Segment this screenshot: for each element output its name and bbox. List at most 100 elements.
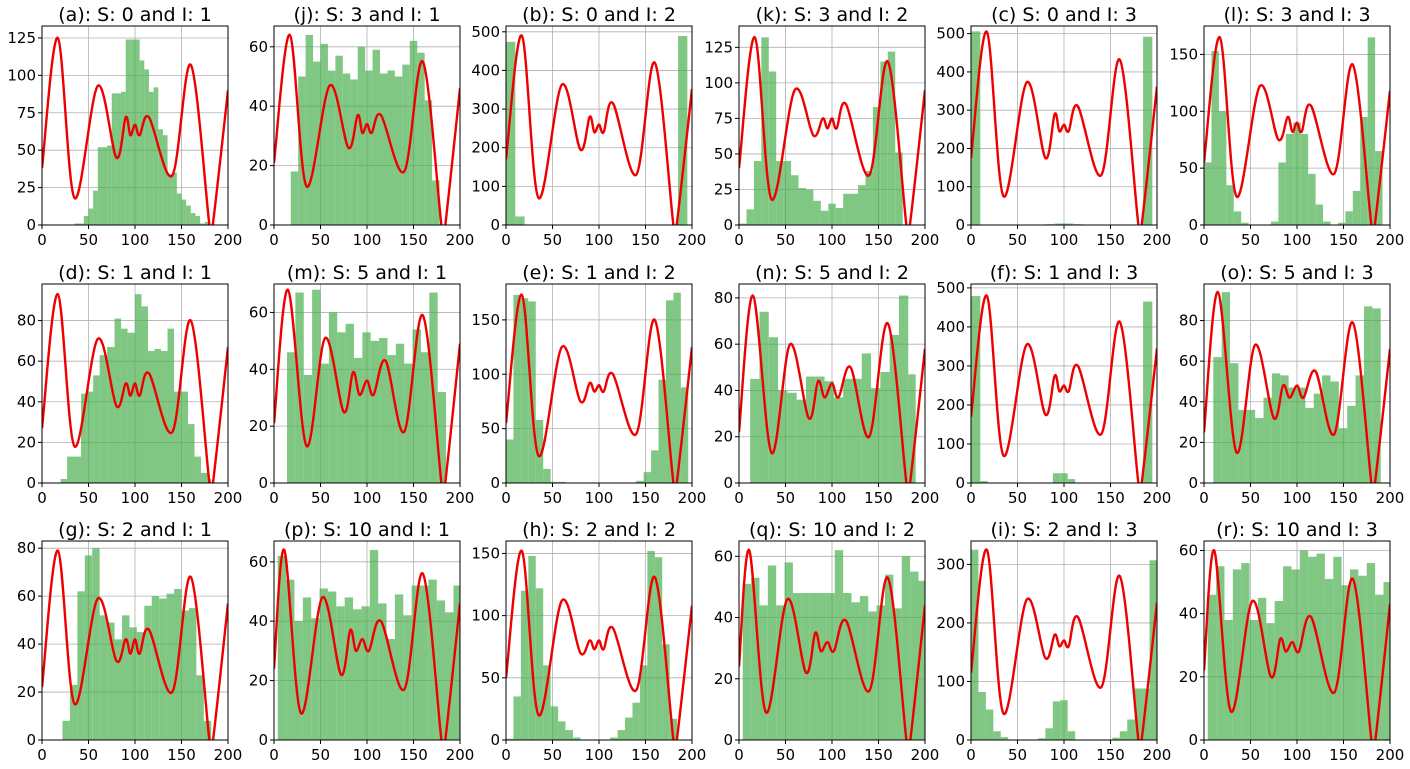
histogram-bar xyxy=(1233,211,1242,225)
histogram-bar xyxy=(1355,375,1364,483)
histogram-bar xyxy=(136,632,145,740)
histogram-bar xyxy=(420,585,429,740)
histogram-bar xyxy=(796,399,806,483)
histogram-bar xyxy=(361,606,370,740)
histogram-bar xyxy=(97,147,103,225)
histogram-bar xyxy=(1333,556,1342,740)
y-tick-label: 0 xyxy=(490,731,500,749)
histogram-bar xyxy=(678,36,688,225)
histogram-bar xyxy=(865,170,873,225)
histogram-bar xyxy=(850,193,859,225)
chart-panel: 0 50 100 150 200 0 50 100 150 (h): S: 2 and I: 2 xyxy=(471,519,706,764)
x-tick-label: 100 xyxy=(1283,231,1312,249)
histogram-bar xyxy=(148,351,155,483)
histogram-bar xyxy=(815,376,825,483)
panel-title: (e): S: 1 and I: 2 xyxy=(522,262,676,284)
histogram-bar xyxy=(778,390,788,483)
histogram-bar xyxy=(320,363,329,483)
x-tick-label: 200 xyxy=(1376,746,1405,764)
y-tick-label: 20 xyxy=(249,672,268,690)
histogram-bar xyxy=(158,129,163,225)
x-tick-label: 200 xyxy=(1376,231,1405,249)
histogram-bar xyxy=(1274,601,1284,740)
histogram-bar xyxy=(353,357,363,483)
histogram-bar xyxy=(852,378,862,483)
chart-panel: 0 50 100 150 200 0 20 40 60 (q): S: 10 and I: 2 xyxy=(714,519,939,764)
histogram-bar xyxy=(154,348,162,483)
y-tick-label: 0 xyxy=(955,216,965,234)
histogram-bar xyxy=(1216,566,1225,740)
x-tick-label: 150 xyxy=(399,489,428,507)
histogram-bar xyxy=(1360,116,1368,225)
histogram-bar xyxy=(658,379,666,483)
histogram-bar xyxy=(102,147,108,225)
chart-panel: 0 50 100 150 200 0 20 40 60 (r): S: 10 and I: 3 xyxy=(1179,519,1404,764)
histogram-bar xyxy=(378,603,387,740)
histogram-bar xyxy=(1064,223,1074,225)
histogram-bar xyxy=(287,352,296,483)
histogram-bar xyxy=(186,205,191,225)
histogram-bar xyxy=(67,456,75,483)
x-tick-label: 0 xyxy=(966,489,976,507)
panel-title: (f): S: 1 and I: 3 xyxy=(990,262,1139,284)
y-tick-label: 500 xyxy=(936,25,965,43)
y-tick-label: 60 xyxy=(714,547,733,565)
x-tick-label: 50 xyxy=(311,489,330,507)
y-tick-label: 125 xyxy=(704,38,733,56)
y-tick-label: 50 xyxy=(714,145,733,163)
y-tick-label: 40 xyxy=(249,97,268,115)
x-tick-label: 0 xyxy=(269,746,279,764)
histogram-bar xyxy=(805,376,816,483)
histogram-bar xyxy=(181,199,187,225)
x-tick-label: 150 xyxy=(167,746,196,764)
histogram-bar xyxy=(673,292,681,483)
histogram-bar xyxy=(1249,619,1258,740)
y-tick-label: 200 xyxy=(936,614,965,632)
histogram-bar xyxy=(746,209,754,225)
y-tick-label: 300 xyxy=(471,100,500,118)
histogram-bar xyxy=(558,481,566,483)
histogram-bar xyxy=(809,593,819,740)
x-tick-label: 0 xyxy=(501,746,511,764)
x-tick-label: 150 xyxy=(1096,746,1125,764)
y-tick-label: 20 xyxy=(714,670,733,688)
histogram-bar xyxy=(1341,585,1351,740)
histogram-bar xyxy=(345,323,354,483)
histogram-bar xyxy=(129,627,137,740)
x-tick-label: 150 xyxy=(1329,489,1358,507)
histogram-bar xyxy=(114,318,122,483)
histogram-bar xyxy=(380,73,388,225)
histogram-bar xyxy=(787,392,797,483)
histogram-bar xyxy=(144,605,152,740)
histogram-bars xyxy=(750,295,916,483)
x-tick-label: 200 xyxy=(911,746,940,764)
histogram-bar xyxy=(739,223,747,225)
histogram-bar xyxy=(1230,363,1239,483)
y-tick-label: 150 xyxy=(1169,45,1198,63)
histogram-bar xyxy=(791,175,799,225)
density-curve xyxy=(971,294,1157,483)
histogram-bar xyxy=(971,31,981,225)
density-curve xyxy=(1204,549,1390,740)
histogram-bar xyxy=(428,579,437,740)
x-tick-label: 200 xyxy=(446,746,475,764)
x-tick-label: 100 xyxy=(1050,746,1079,764)
y-tick-label: 50 xyxy=(481,669,500,687)
histogram-bar xyxy=(980,481,988,483)
histogram-bars xyxy=(60,294,212,483)
y-tick-label: 60 xyxy=(249,38,268,56)
histogram-bar xyxy=(978,692,986,740)
histogram-bar xyxy=(344,597,354,740)
y-tick-label: 40 xyxy=(1179,393,1198,411)
histogram-bar xyxy=(761,37,769,225)
histogram-bar xyxy=(386,639,395,740)
histogram-bar xyxy=(1224,619,1233,740)
histogram-bar xyxy=(1322,375,1331,483)
histogram-bar xyxy=(1352,190,1361,225)
x-tick-label: 200 xyxy=(214,746,243,764)
y-tick-label: 300 xyxy=(936,101,965,119)
histogram-bar xyxy=(167,328,175,483)
histogram-bar xyxy=(828,203,836,225)
x-tick-label: 100 xyxy=(353,746,382,764)
histogram-bar xyxy=(394,594,404,740)
